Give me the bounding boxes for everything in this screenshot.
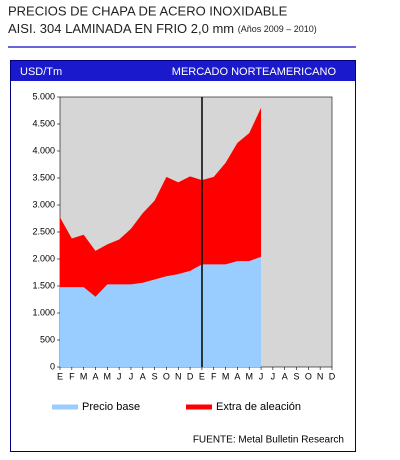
x-tick-label: M [245,371,253,381]
x-tick-label: N [175,371,182,381]
y-tick-label: 2.000 [32,253,55,263]
x-tick-label: J [117,371,122,381]
x-tick-label: A [92,371,98,381]
y-tick-label: 500 [40,334,55,344]
x-tick-label: M [222,371,230,381]
x-tick-label: O [305,371,312,381]
x-tick-label: J [271,371,276,381]
y-tick-label: 4.000 [32,145,55,155]
area [60,107,262,297]
x-tick-label: S [152,371,158,381]
y-tick-label: 4.500 [32,118,55,128]
y-tick-label: 5.000 [32,91,55,101]
x-tick-label: A [234,371,240,381]
source: FUENTE: Metal Bulletin Research [193,435,344,446]
subtitle-note: (Años 2009 – 2010) [238,24,317,34]
x-tick-label: N [317,371,324,381]
x-tick-label: F [211,371,217,381]
x-tick-label: S [294,371,300,381]
y-tick-label: 3.000 [32,199,55,209]
x-tick-label: D [329,371,336,381]
y-tick-label: 0 [50,361,55,371]
plot [60,107,262,367]
chart-title: PRECIOS DE CHAPA DE ACERO INOXIDABLE [8,3,288,18]
x-tick-label: A [140,371,146,381]
x-tick-label: M [104,371,112,381]
x-tick-label: M [80,371,88,381]
x-tick-label: O [163,371,170,381]
x-tick-label: F [69,371,75,381]
y-tick-label: 1.500 [32,280,55,290]
legend-label: Precio base [82,401,140,413]
y-axis-label: USD/Tm [20,66,62,78]
legend-label: Extra de aleación [216,401,301,413]
y-tick-label: 3.500 [32,172,55,182]
x-tick-label: E [57,371,63,381]
x-tick-label: J [129,371,134,381]
header-text: MERCADO NORTEAMERICANO [172,66,337,78]
x-tick-label: E [199,371,205,381]
header-bar [11,61,355,81]
y-tick-label: 1.000 [32,307,55,317]
y-tick-label: 2.500 [32,226,55,236]
subtitle-main: AISI. 304 LAMINADA EN FRIO 2,0 mm [8,21,234,36]
chart-subtitle: AISI. 304 LAMINADA EN FRIO 2,0 mm (Años … [8,21,317,36]
x-tick-label: D [187,371,194,381]
x-tick-label: A [282,371,288,381]
x-tick-label: J [259,371,264,381]
